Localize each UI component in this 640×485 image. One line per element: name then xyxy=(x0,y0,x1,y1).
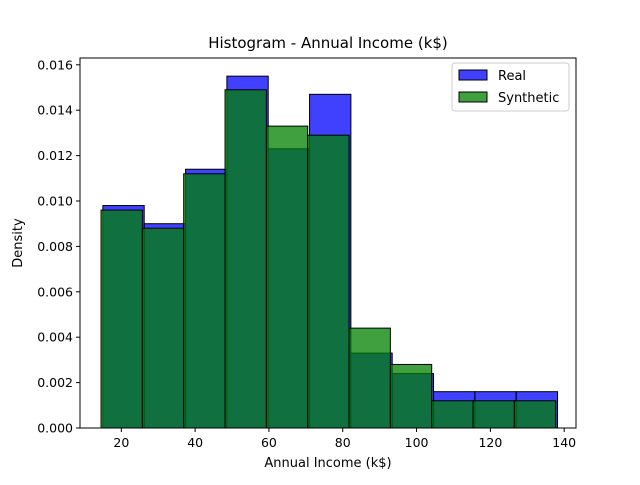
legend-swatch-synthetic xyxy=(458,91,488,103)
x-tick-label-40: 40 xyxy=(187,435,203,450)
legend: Real Synthetic xyxy=(451,62,570,112)
y-axis-label: Density xyxy=(11,218,26,268)
x-tick-label-120: 120 xyxy=(478,435,502,450)
x-tick-label-80: 80 xyxy=(335,435,351,450)
bar-synthetic-6 xyxy=(348,327,391,429)
y-tick-label-6: 0.012 xyxy=(37,148,73,163)
y-tick-label-7: 0.014 xyxy=(37,103,73,118)
bar-synthetic-10 xyxy=(513,400,557,429)
plot-frame xyxy=(79,57,577,429)
y-tick-label-5: 0.010 xyxy=(37,194,73,209)
y-tick-label-3: 0.006 xyxy=(37,284,73,299)
x-axis: 20 40 60 80 100 120 140 xyxy=(113,428,576,450)
bar-synthetic-5 xyxy=(307,134,350,429)
y-tick-label-8: 0.016 xyxy=(37,57,73,72)
legend-label-real: Real xyxy=(498,69,526,84)
y-axis: 0.000 0.002 0.004 0.006 0.008 0.010 0.012 0.014… xyxy=(37,57,80,436)
bar-synthetic-1 xyxy=(141,227,185,429)
bar-synthetic-4 xyxy=(265,125,309,429)
bar-synthetic-3 xyxy=(224,89,267,429)
bar-synthetic-8 xyxy=(431,400,474,429)
bar-synthetic-9 xyxy=(472,400,515,429)
chart-title: Histogram - Annual Income (k$) xyxy=(208,34,448,52)
y-tick-label-4: 0.008 xyxy=(37,239,73,254)
bars-layer xyxy=(100,75,559,429)
legend-label-synthetic: Synthetic xyxy=(498,91,559,106)
x-axis-label: Annual Income (k$) xyxy=(264,456,391,471)
x-tick-label-60: 60 xyxy=(261,435,277,450)
bar-synthetic-2 xyxy=(183,173,226,429)
y-tick-label-2: 0.004 xyxy=(37,330,73,345)
x-tick-label-20: 20 xyxy=(113,435,129,450)
x-tick-label-140: 140 xyxy=(552,435,576,450)
bar-synthetic-0 xyxy=(100,209,143,429)
x-tick-label-100: 100 xyxy=(405,435,429,450)
bar-synthetic-7 xyxy=(389,363,433,429)
y-tick-label-1: 0.002 xyxy=(37,375,73,390)
legend-swatch-real xyxy=(458,69,488,81)
y-tick-label-0: 0.000 xyxy=(37,421,73,436)
